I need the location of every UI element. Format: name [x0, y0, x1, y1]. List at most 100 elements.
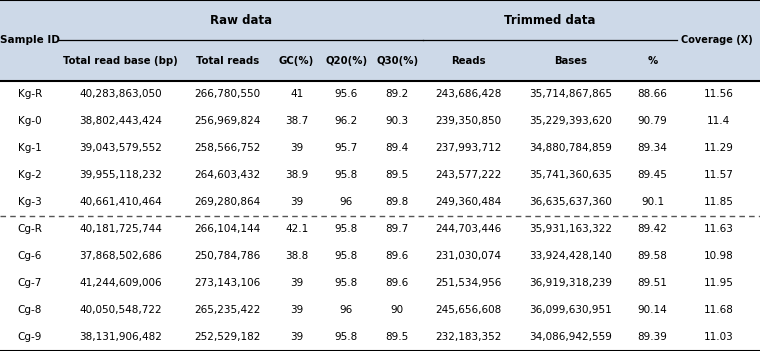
Text: 237,993,712: 237,993,712: [435, 143, 502, 153]
Text: 243,577,222: 243,577,222: [435, 170, 502, 180]
Text: 89.58: 89.58: [638, 251, 667, 261]
Text: 37,868,502,686: 37,868,502,686: [79, 251, 162, 261]
Text: 251,534,956: 251,534,956: [435, 278, 502, 289]
Text: 89.5: 89.5: [386, 332, 409, 343]
Text: Reads: Reads: [451, 55, 486, 66]
Text: 39: 39: [290, 332, 303, 343]
Text: 41,244,609,006: 41,244,609,006: [79, 278, 162, 289]
Text: 11.68: 11.68: [704, 305, 733, 316]
Text: Cg-8: Cg-8: [17, 305, 42, 316]
Text: Q20(%): Q20(%): [325, 55, 367, 66]
Text: 264,603,432: 264,603,432: [194, 170, 260, 180]
Text: 11.95: 11.95: [704, 278, 733, 289]
Text: 39: 39: [290, 305, 303, 316]
Text: 35,714,867,865: 35,714,867,865: [529, 89, 613, 99]
Text: 95.8: 95.8: [334, 251, 358, 261]
Text: Raw data: Raw data: [211, 14, 272, 27]
Text: GC(%): GC(%): [279, 55, 314, 66]
Text: 90.79: 90.79: [638, 116, 667, 126]
Text: 38.9: 38.9: [285, 170, 309, 180]
Text: 40,283,863,050: 40,283,863,050: [79, 89, 162, 99]
Text: 35,229,393,620: 35,229,393,620: [530, 116, 613, 126]
Text: 273,143,106: 273,143,106: [194, 278, 260, 289]
Text: 95.8: 95.8: [334, 170, 358, 180]
Text: 90.1: 90.1: [641, 197, 664, 207]
Text: 89.7: 89.7: [386, 224, 409, 234]
Text: 250,784,786: 250,784,786: [194, 251, 260, 261]
Text: 89.51: 89.51: [638, 278, 667, 289]
Text: 256,969,824: 256,969,824: [194, 116, 261, 126]
Text: 95.8: 95.8: [334, 224, 358, 234]
Text: 252,529,182: 252,529,182: [194, 332, 261, 343]
Text: 41: 41: [290, 89, 303, 99]
Text: 249,360,484: 249,360,484: [435, 197, 502, 207]
Text: 243,686,428: 243,686,428: [435, 89, 502, 99]
Text: 269,280,864: 269,280,864: [194, 197, 260, 207]
Text: 35,931,163,322: 35,931,163,322: [529, 224, 613, 234]
Text: 40,181,725,744: 40,181,725,744: [79, 224, 162, 234]
Text: Total reads: Total reads: [195, 55, 259, 66]
Text: 33,924,428,140: 33,924,428,140: [530, 251, 613, 261]
Text: 89.45: 89.45: [638, 170, 667, 180]
Text: 38.8: 38.8: [285, 251, 309, 261]
Text: 89.5: 89.5: [386, 170, 409, 180]
Text: 40,050,548,722: 40,050,548,722: [79, 305, 162, 316]
Text: 42.1: 42.1: [285, 224, 309, 234]
Text: Coverage (X): Coverage (X): [681, 35, 753, 45]
Bar: [0, 81, 760, 351]
Text: 10.98: 10.98: [704, 251, 733, 261]
Text: 95.8: 95.8: [334, 332, 358, 343]
Text: 40,661,410,464: 40,661,410,464: [79, 197, 162, 207]
Text: 34,880,784,859: 34,880,784,859: [530, 143, 613, 153]
Text: 90.14: 90.14: [638, 305, 667, 316]
Text: Kg-R: Kg-R: [17, 89, 42, 99]
Text: 11.56: 11.56: [704, 89, 733, 99]
Text: 39: 39: [290, 143, 303, 153]
Text: 90.3: 90.3: [386, 116, 409, 126]
Text: 39,955,118,232: 39,955,118,232: [79, 170, 162, 180]
Text: 11.57: 11.57: [704, 170, 733, 180]
Text: 39: 39: [290, 278, 303, 289]
Text: 39: 39: [290, 197, 303, 207]
Text: 89.42: 89.42: [638, 224, 667, 234]
Text: Total read base (bp): Total read base (bp): [63, 55, 178, 66]
Text: 89.2: 89.2: [386, 89, 409, 99]
Text: Kg-2: Kg-2: [18, 170, 42, 180]
Text: 11.4: 11.4: [707, 116, 730, 126]
Text: 266,780,550: 266,780,550: [194, 89, 260, 99]
Text: Bases: Bases: [554, 55, 587, 66]
Text: Trimmed data: Trimmed data: [505, 14, 596, 27]
Text: 96: 96: [340, 305, 353, 316]
Text: 96: 96: [340, 197, 353, 207]
Text: 89.4: 89.4: [386, 143, 409, 153]
Text: 36,099,630,951: 36,099,630,951: [530, 305, 613, 316]
Text: 38,802,443,424: 38,802,443,424: [79, 116, 162, 126]
Text: 90: 90: [391, 305, 404, 316]
Text: 38.7: 38.7: [285, 116, 309, 126]
Text: 96.2: 96.2: [334, 116, 358, 126]
Text: 89.34: 89.34: [638, 143, 667, 153]
Text: Kg-1: Kg-1: [18, 143, 42, 153]
Text: 95.7: 95.7: [334, 143, 358, 153]
Text: 39,043,579,552: 39,043,579,552: [79, 143, 162, 153]
Text: 36,635,637,360: 36,635,637,360: [530, 197, 613, 207]
Text: 265,235,422: 265,235,422: [194, 305, 261, 316]
Bar: [0, 0, 760, 81]
Text: Sample ID: Sample ID: [0, 35, 60, 45]
Text: 244,703,446: 244,703,446: [435, 224, 502, 234]
Text: 89.6: 89.6: [386, 278, 409, 289]
Text: Kg-3: Kg-3: [18, 197, 42, 207]
Text: 11.03: 11.03: [704, 332, 733, 343]
Text: Cg-9: Cg-9: [17, 332, 42, 343]
Text: 232,183,352: 232,183,352: [435, 332, 502, 343]
Text: 89.6: 89.6: [386, 251, 409, 261]
Text: Cg-R: Cg-R: [17, 224, 42, 234]
Text: 34,086,942,559: 34,086,942,559: [530, 332, 613, 343]
Text: 11.29: 11.29: [704, 143, 733, 153]
Text: 95.6: 95.6: [334, 89, 358, 99]
Text: 231,030,074: 231,030,074: [435, 251, 502, 261]
Text: 35,741,360,635: 35,741,360,635: [530, 170, 613, 180]
Text: Cg-6: Cg-6: [17, 251, 42, 261]
Text: 11.63: 11.63: [704, 224, 733, 234]
Text: 245,656,608: 245,656,608: [435, 305, 502, 316]
